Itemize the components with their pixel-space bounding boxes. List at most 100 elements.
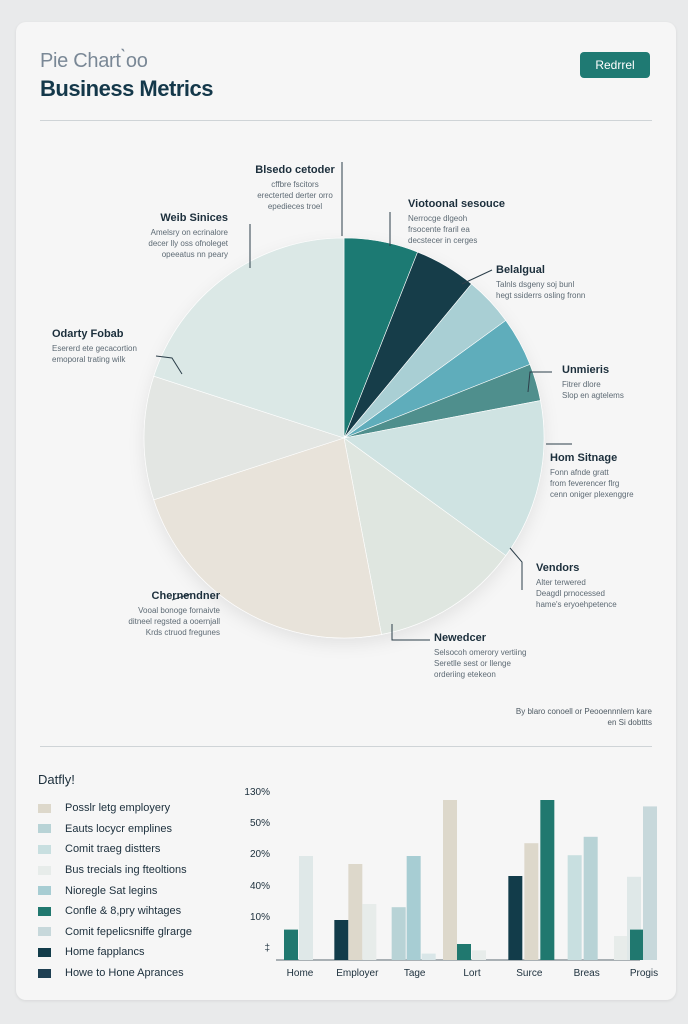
y-tick-label: 50% (249, 818, 270, 830)
bar (348, 864, 363, 960)
callout-leader-line (391, 624, 430, 641)
legend-item: Posslr letg employery (38, 798, 238, 819)
pie-callout-8: Vendors Alter terwered Deagdl prnocessed… (536, 562, 656, 610)
callout-leader-line (461, 269, 493, 285)
bar (630, 929, 644, 960)
legend-swatch (38, 927, 51, 937)
callout-title: Blsedo cetoder (255, 164, 335, 176)
legend-swatch (38, 824, 51, 834)
redraw-button[interactable]: Redrrel (580, 52, 650, 78)
legend-item: Comit traeg distters (38, 839, 238, 860)
pie-callout-10: Newedcer Selsocoh omerory vertiing Seret… (434, 632, 624, 680)
legend-label: Posslr letg employery (65, 802, 171, 815)
bar-legend: Posslr letg employery Eauts locycr emplin… (38, 798, 238, 983)
bar (508, 876, 523, 960)
pie-slice (343, 400, 545, 556)
pie-slice (143, 375, 345, 501)
callout-title: Chernendner (151, 590, 220, 602)
x-tick-label: Progis (629, 968, 659, 979)
pie-callout-7: Hom Sitnage Fonn afnde gratt from fevere… (550, 452, 670, 500)
pie-slice (343, 437, 507, 635)
legend-label: Bus trecials ing fteoltions (65, 864, 187, 877)
legend-item: Bus trecials ing fteoltions (38, 860, 238, 881)
y-tick-label: 20% (249, 849, 270, 861)
callout-leader-line (527, 371, 552, 393)
callout-desc: Esererd ete gecacortion emoporal trating… (52, 344, 137, 364)
legend-swatch (38, 947, 51, 957)
callout-title: Belalgual (496, 264, 545, 276)
x-tick-label: Breas (573, 968, 600, 979)
page-kicker: Pie Chart ̀oo (40, 50, 148, 72)
legend-swatch (38, 968, 51, 978)
legend-item: Comit fepelicsniffe glrarge (38, 922, 238, 943)
bar (284, 929, 298, 960)
callout-desc: Amelsry on ecrinalore decer lly oss ofno… (148, 228, 228, 259)
bar (391, 907, 406, 960)
callout-title: Hom Sitnage (550, 452, 618, 464)
legend-item: Howe to Hone Aprances (38, 963, 238, 984)
callout-leader-line (155, 355, 183, 375)
legend-label: Confle & 8,pry wihtages (65, 905, 182, 918)
bar (643, 806, 657, 960)
x-tick-label: Surce (516, 968, 543, 979)
pie-slice (153, 237, 345, 439)
pie-chart (143, 162, 572, 641)
bar (524, 843, 539, 960)
callout-title: Viotoonal sesouce (408, 198, 505, 210)
section-divider (40, 746, 652, 747)
legend-label: Comit fepelicsniffe glrarge (65, 925, 192, 938)
x-tick-label: Lort (463, 968, 481, 979)
y-tick-label: 40% (249, 880, 270, 892)
legend-swatch (38, 865, 51, 875)
bar (540, 800, 555, 960)
legend-label: Howe to Hone Aprances (65, 967, 184, 980)
source-note: By blaro conoell or Peooennnlern kare en… (515, 707, 652, 727)
bar (614, 936, 628, 960)
x-tick-label: Employer (336, 968, 379, 979)
legend-item: Home fapplancs (38, 942, 238, 963)
bar (567, 855, 582, 960)
pie-callout-4: Belalgual Talnls dsgeny soj bunl hegt ss… (496, 264, 686, 301)
callout-title: Newedcer (434, 632, 486, 644)
bar (421, 953, 436, 960)
pie-callout-1: Blsedo cetoder cffbre fscitors erecterte… (200, 164, 390, 212)
callout-desc: Vooal bonoge fornaivte ditneel regsted a… (128, 606, 220, 637)
callout-desc: Fonn afnde gratt from feverencer flrg ce… (550, 468, 634, 499)
y-tick-label: 130% (244, 787, 270, 798)
callout-leader-line (509, 547, 523, 590)
pie-callout-2: Weib Sinices Amelsry on ecrinalore decer… (38, 212, 228, 260)
callout-desc: Talnls dsgeny soj bunl hegt ssiderrs osl… (496, 280, 586, 300)
y-tick-label: 10% (249, 911, 270, 923)
bar-chart-title: Datfly! (38, 772, 75, 787)
legend-item: Nioregle Sat legins (38, 880, 238, 901)
pie-callout-3: Viotoonal sesouce Nerrocge dlgeoh frsoce… (408, 198, 598, 246)
pie-callout-5: Odarty Fobab Esererd ete gecacortion emo… (52, 328, 242, 365)
callout-title: Unmieris (562, 364, 610, 376)
legend-label: Nioregle Sat legins (65, 884, 158, 897)
callout-title: Odarty Fobab (52, 328, 124, 340)
bar (299, 856, 313, 960)
legend-label: Home fapplancs (65, 946, 145, 959)
legend-label: Comit traeg distters (65, 843, 161, 856)
pie-callout-6: Unmieris Fitrer dlore Slop en agtelems (562, 364, 672, 401)
pie-callout-9: Chernendner Vooal bonoge fornaivte ditne… (30, 590, 220, 638)
bar (406, 856, 421, 960)
header-divider (40, 120, 652, 121)
callout-desc: Selsocoh omerory vertiing Seretlle sest … (434, 648, 527, 679)
callout-title: Weib Sinices (160, 212, 228, 224)
legend-item: Confle & 8,pry wihtages (38, 901, 238, 922)
x-tick-label: Tage (403, 968, 426, 979)
bar (443, 800, 457, 960)
callout-desc: Fitrer dlore Slop en agtelems (562, 380, 624, 400)
page-title: Business Metrics (40, 76, 213, 101)
y-tick-label: ‡ (264, 943, 270, 954)
pie-slice (153, 437, 382, 639)
bar (583, 836, 598, 960)
callout-desc: Alter terwered Deagdl prnocessed hame's … (536, 578, 617, 609)
bar (334, 920, 349, 960)
callout-desc: cffbre fscitors erecterted derter orro e… (257, 180, 333, 211)
legend-item: Eauts locycr emplines (38, 819, 238, 840)
legend-swatch (38, 906, 51, 916)
bar (457, 944, 471, 960)
